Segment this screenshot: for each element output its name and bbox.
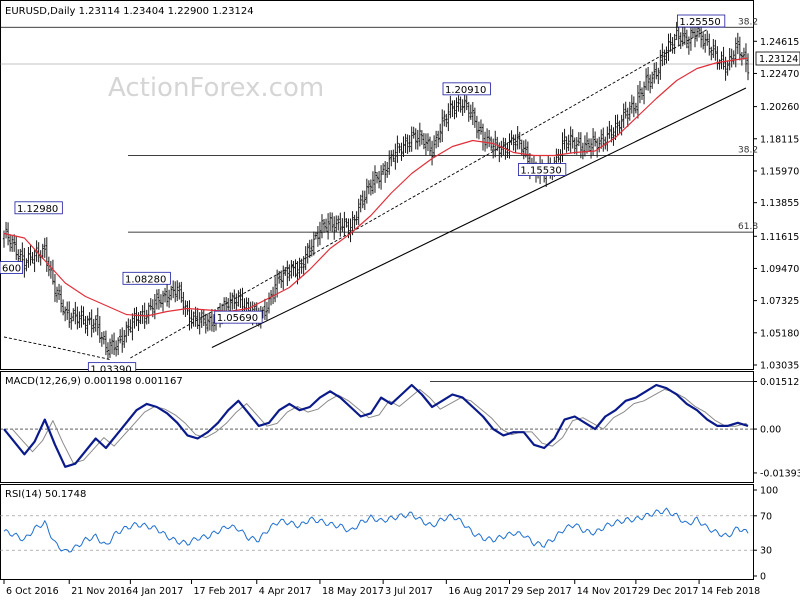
date-tick-label: 16 Aug 2017 xyxy=(448,586,509,597)
swing-label: 1.08280 xyxy=(125,274,166,285)
rsi-y-tick-label: 0 xyxy=(760,572,766,583)
rsi-y-axis: 100 70 30 0 xyxy=(753,486,778,583)
price-y-tick-label: 1.18115 xyxy=(760,134,799,145)
ma-line xyxy=(3,57,749,317)
rsi-panel-frame xyxy=(0,484,754,580)
macd-y-tick-label: -0.013938 xyxy=(760,468,800,479)
rsi-label: RSI(14) 50.1748 xyxy=(5,489,86,500)
swing-label-box xyxy=(14,201,63,215)
rsi-lines xyxy=(0,507,753,553)
date-tick-label: 21 Nov 2016 xyxy=(71,586,132,597)
support-trendline xyxy=(211,87,747,348)
macd-signal-line xyxy=(11,388,749,464)
date-tick-label: 14 Feb 2018 xyxy=(701,586,760,597)
price-y-tick-label: 1.03035 xyxy=(760,360,799,371)
swing-label-box xyxy=(677,14,726,28)
current-price-label: 1.23124 xyxy=(759,54,798,65)
price-y-tick-label: 1.07325 xyxy=(760,296,799,307)
date-tick-label: 29 Sep 2017 xyxy=(512,586,572,597)
price-y-tick-label: 1.24615 xyxy=(760,37,799,48)
current-price-tag: 1.23124 xyxy=(755,51,800,66)
swing-label: 1.15530 xyxy=(520,166,561,177)
fibo-label: 38.2 xyxy=(738,17,758,27)
price-y-tick-label: 1.05180 xyxy=(760,328,799,339)
macd-lines xyxy=(0,381,753,468)
price-y-tick-label: 1.11615 xyxy=(760,232,799,243)
rsi-y-tick-label: 70 xyxy=(760,511,772,522)
fibo-label: 38.2 xyxy=(738,146,758,156)
date-tick-label: 14 Nov 2017 xyxy=(577,586,638,597)
rsi-line xyxy=(3,507,749,553)
price-panel: EURUSD,Daily 1.23114 1.23404 1.22900 1.2… xyxy=(0,0,800,376)
price-y-tick-label: 1.20260 xyxy=(760,102,799,113)
price-y-tick-label: 1.13855 xyxy=(760,198,799,209)
date-tick-label: 4 Apr 2017 xyxy=(259,586,312,597)
macd-y-tick-label: 0.00 xyxy=(760,425,781,436)
swing-label-box xyxy=(442,82,491,96)
price-y-tick-label: 1.15970 xyxy=(760,166,799,177)
rsi-panel: RSI(14) 50.1748 100 70 30 0 xyxy=(0,484,778,583)
swing-label: 1.05690 xyxy=(217,313,258,324)
price-y-axis: 1.24615 1.22470 1.20260 1.18115 1.15970 1.138… xyxy=(753,37,799,371)
rsi-y-tick-label: 30 xyxy=(760,546,772,557)
swing-label: 1.03390 xyxy=(90,365,131,376)
current-price-box xyxy=(755,51,800,66)
date-tick-label: 4 Jan 2017 xyxy=(132,586,183,597)
date-axis: 6 Oct 2016 21 Nov 2016 4 Jan 2017 17 Feb 20… xyxy=(3,580,760,597)
fibo-label: 61.8 xyxy=(738,222,758,232)
swing-label-box xyxy=(214,310,263,324)
swing-label-box xyxy=(122,271,171,285)
price-panel-frame xyxy=(0,0,754,370)
date-tick-label: 18 May 2017 xyxy=(322,586,384,597)
lower-dashed-trendline xyxy=(3,336,111,360)
macd-y-tick-label: 0.01512 xyxy=(760,377,799,388)
swing-label: 1.20910 xyxy=(445,85,486,96)
price-candles xyxy=(2,17,750,360)
watermark: ActionForex.com xyxy=(108,73,324,103)
macd-label: MACD(12,26,9) 0.001198 0.001167 xyxy=(5,376,183,387)
date-tick-label: 29 Dec 2017 xyxy=(638,586,699,597)
macd-panel: MACD(12,26,9) 0.001198 0.001167 0.015120… xyxy=(0,371,800,483)
price-y-tick-label: 1.09470 xyxy=(760,264,799,275)
rsi-y-tick-label: 100 xyxy=(760,486,778,497)
swing-label-box xyxy=(518,163,567,176)
date-tick-label: 17 Feb 2017 xyxy=(194,586,253,597)
macd-y-axis: 0.01512 0.00 -0.013938 xyxy=(753,377,800,479)
price-y-tick-label: 1.22470 xyxy=(760,69,799,80)
moving-average xyxy=(3,57,749,317)
chart-title: EURUSD,Daily 1.23114 1.23404 1.22900 1.2… xyxy=(5,6,254,17)
swing-label: 1.25550 xyxy=(679,17,720,28)
date-tick-label: 6 Oct 2016 xyxy=(6,586,59,597)
swing-label: 600 xyxy=(2,264,21,275)
macd-line xyxy=(3,383,749,468)
swing-labels: 1.25550 1.20910 1.15530 1.12980 1.08280 1.056… xyxy=(0,14,726,376)
macd-panel-frame xyxy=(0,371,754,483)
fibo-lines: 38.2 38.2 61.8 xyxy=(0,17,758,233)
swing-label-box xyxy=(0,261,24,274)
swing-label: 1.12980 xyxy=(17,204,58,215)
date-tick-label: 3 Jul 2017 xyxy=(385,586,433,597)
